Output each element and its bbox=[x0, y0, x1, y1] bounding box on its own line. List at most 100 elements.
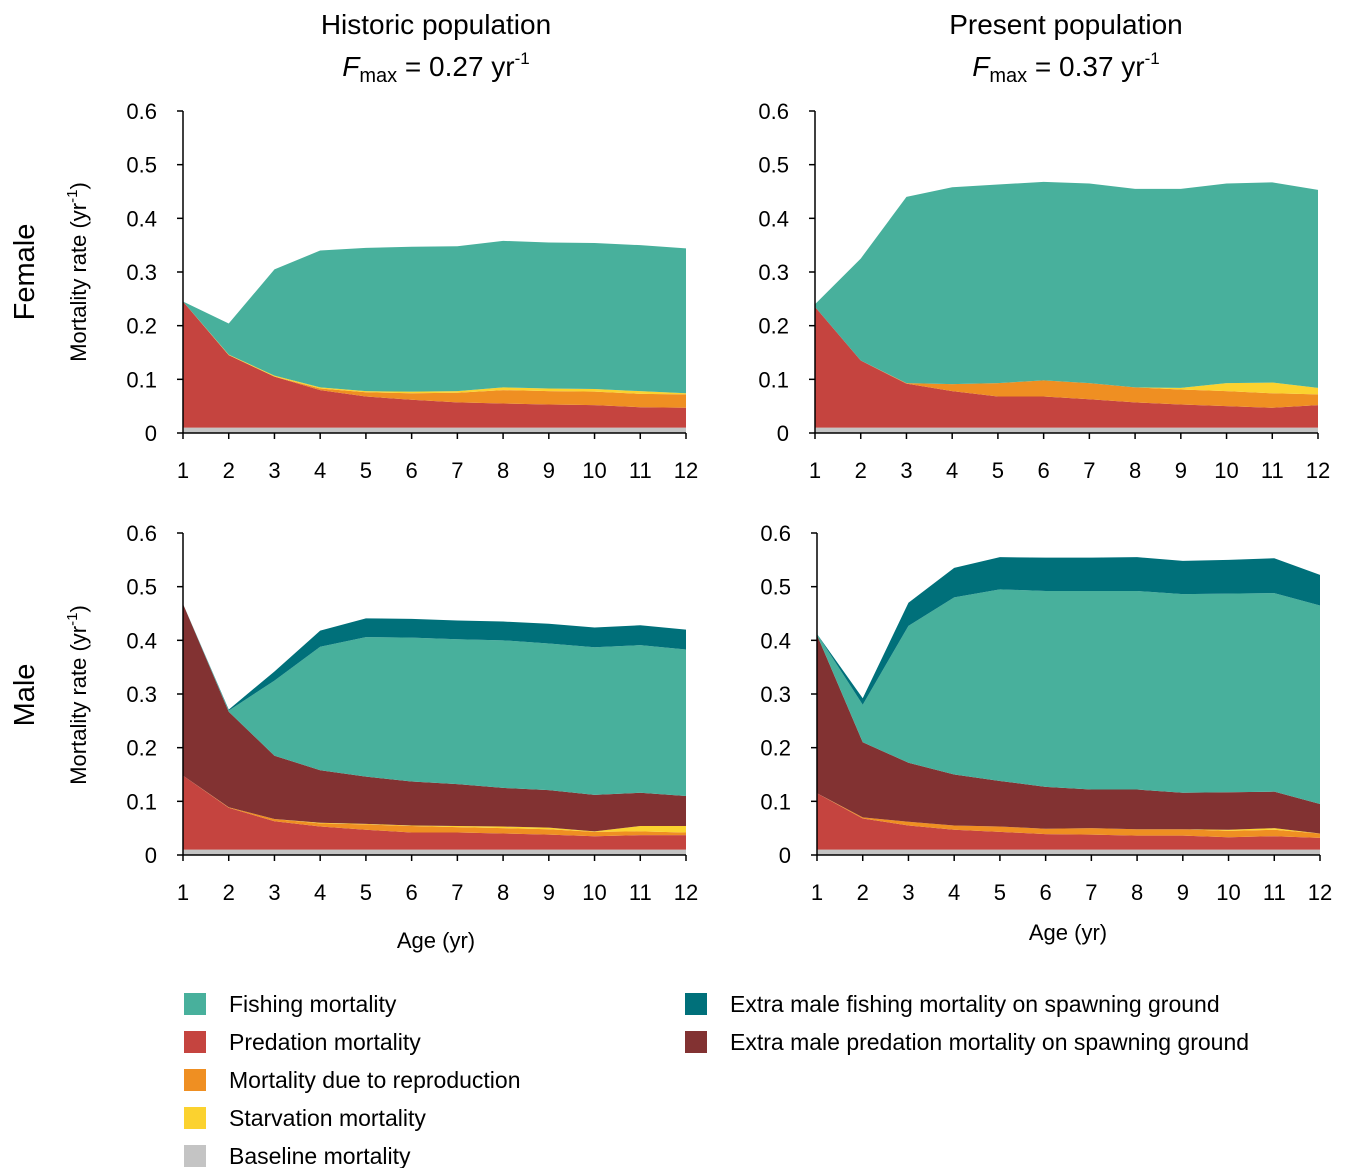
legend: Fishing mortality Predation mortality Mort… bbox=[184, 991, 1249, 1168]
x-tick-label: 6 bbox=[406, 458, 418, 483]
x-tick-label: 11 bbox=[1263, 880, 1286, 905]
y-tick-label: 0.5 bbox=[126, 575, 157, 600]
area-extra-male-fishing-mortality-on-spawning-ground bbox=[183, 603, 686, 711]
x-axis-label-historic: Age (yr) bbox=[397, 928, 475, 953]
x-tick-label: 5 bbox=[992, 458, 1004, 483]
y-tick-label: 0.4 bbox=[126, 628, 157, 653]
legend-swatch-predation-mortality bbox=[184, 1031, 206, 1053]
x-tick-label: 3 bbox=[900, 458, 912, 483]
legend-swatch-extra-male-fishing-mortality-on-spawning-ground bbox=[685, 993, 707, 1015]
x-tick-label: 9 bbox=[1175, 458, 1187, 483]
y-tick-label: 0.3 bbox=[758, 260, 789, 285]
x-tick-label: 3 bbox=[268, 458, 280, 483]
x-tick-label: 4 bbox=[946, 458, 958, 483]
area-fishing-mortality bbox=[183, 603, 686, 796]
area-baseline-mortality bbox=[183, 849, 686, 855]
area-predation-mortality bbox=[817, 793, 1320, 850]
x-tick-label: 3 bbox=[902, 880, 914, 905]
area-baseline-mortality bbox=[815, 427, 1318, 433]
y-tick-label: 0.2 bbox=[760, 736, 791, 761]
area-extra-male-fishing-mortality-on-spawning-ground bbox=[817, 557, 1320, 705]
x-tick-label: 10 bbox=[1214, 458, 1238, 483]
x-tick-label: 8 bbox=[497, 458, 509, 483]
area-extra-male-predation-mortality-on-spawning-ground bbox=[817, 634, 1320, 834]
x-tick-label: 3 bbox=[268, 880, 280, 905]
x-tick-label: 6 bbox=[1038, 458, 1050, 483]
y-tick-label: 0.2 bbox=[758, 314, 789, 339]
area-starvation-mortality bbox=[817, 793, 1320, 834]
x-tick-label: 1 bbox=[811, 880, 823, 905]
y-tick-label: 0.3 bbox=[126, 260, 157, 285]
legend-swatch-extra-male-predation-mortality-on-spawning-ground bbox=[685, 1031, 707, 1053]
y-tick-label: 0.6 bbox=[126, 99, 157, 124]
x-tick-label: 7 bbox=[451, 458, 463, 483]
x-tick-label: 5 bbox=[994, 880, 1006, 905]
area-baseline-mortality bbox=[817, 849, 1320, 855]
column-title-historic: Historic population bbox=[321, 9, 551, 40]
legend-label-predation-mortality: Predation mortality bbox=[229, 1029, 421, 1055]
area-fishing-mortality bbox=[183, 240, 686, 394]
x-tick-label: 4 bbox=[948, 880, 960, 905]
panel-historic-male: 00.10.20.30.40.50.61 2 3 4 5 6 7 8 9 10 11 12 bbox=[126, 521, 698, 905]
x-tick-label: 12 bbox=[1308, 880, 1332, 905]
y-tick-label: 0.3 bbox=[126, 682, 157, 707]
x-tick-label: 9 bbox=[1177, 880, 1189, 905]
y-tick-label: 0.3 bbox=[760, 682, 791, 707]
x-tick-label: 2 bbox=[223, 458, 235, 483]
panel-present-male: 00.10.20.30.40.50.61 2 3 4 5 6 7 8 9 10 11 12 bbox=[760, 521, 1332, 905]
area-fishing-mortality bbox=[815, 181, 1318, 388]
legend-swatch-fishing-mortality bbox=[184, 993, 206, 1015]
legend-label-baseline-mortality: Baseline mortality bbox=[229, 1143, 411, 1168]
area-predation-mortality bbox=[815, 306, 1318, 428]
y-axis-label-male: Mortality rate (yr-1) bbox=[64, 605, 91, 785]
x-tick-label: 8 bbox=[1131, 880, 1143, 905]
x-tick-label: 10 bbox=[582, 458, 606, 483]
area-mortality-due-to-reproduction bbox=[183, 301, 686, 408]
x-tick-label: 2 bbox=[857, 880, 869, 905]
y-tick-label: 0.2 bbox=[126, 314, 157, 339]
legend-swatch-baseline-mortality bbox=[184, 1145, 206, 1167]
x-tick-label: 12 bbox=[674, 880, 698, 905]
x-tick-label: 8 bbox=[1129, 458, 1141, 483]
x-tick-label: 11 bbox=[629, 880, 652, 905]
y-tick-label: 0.5 bbox=[760, 575, 791, 600]
area-fishing-mortality bbox=[817, 589, 1320, 805]
y-tick-label: 0.4 bbox=[760, 628, 791, 653]
y-tick-label: 0.1 bbox=[126, 367, 157, 392]
x-tick-label: 10 bbox=[1216, 880, 1240, 905]
y-tick-label: 0.5 bbox=[758, 153, 789, 178]
x-tick-label: 7 bbox=[451, 880, 463, 905]
y-tick-label: 0.6 bbox=[760, 521, 791, 546]
fmax-label-present: Fmax = 0.37 yr-1 bbox=[972, 49, 1160, 87]
y-tick-label: 0.6 bbox=[758, 99, 789, 124]
x-tick-label: 5 bbox=[360, 458, 372, 483]
area-predation-mortality bbox=[183, 301, 686, 428]
area-predation-mortality bbox=[183, 775, 686, 850]
column-title-present: Present population bbox=[949, 9, 1183, 40]
area-extra-male-predation-mortality-on-spawning-ground bbox=[183, 603, 686, 832]
x-tick-label: 6 bbox=[1040, 880, 1052, 905]
x-tick-label: 10 bbox=[582, 880, 606, 905]
y-axis-label-female: Mortality rate (yr-1) bbox=[64, 182, 91, 362]
legend-swatch-mortality-due-to-reproduction bbox=[184, 1069, 206, 1091]
x-tick-label: 4 bbox=[314, 458, 326, 483]
x-tick-label: 12 bbox=[674, 458, 698, 483]
x-tick-label: 1 bbox=[177, 880, 189, 905]
y-tick-label: 0.4 bbox=[758, 206, 789, 231]
y-tick-label: 0 bbox=[145, 421, 157, 446]
row-title-female: Female bbox=[9, 224, 41, 321]
legend-label-extra-male-predation-mortality-on-spawning-ground: Extra male predation mortality on spawni… bbox=[730, 1029, 1249, 1055]
x-tick-label: 7 bbox=[1083, 458, 1095, 483]
legend-label-starvation-mortality: Starvation mortality bbox=[229, 1105, 426, 1131]
y-tick-label: 0.2 bbox=[126, 736, 157, 761]
legend-swatch-starvation-mortality bbox=[184, 1107, 206, 1129]
x-tick-label: 2 bbox=[855, 458, 867, 483]
area-mortality-due-to-reproduction bbox=[817, 793, 1320, 838]
x-tick-label: 8 bbox=[497, 880, 509, 905]
y-tick-label: 0 bbox=[779, 843, 791, 868]
x-tick-label: 5 bbox=[360, 880, 372, 905]
x-tick-label: 9 bbox=[543, 880, 555, 905]
area-baseline-mortality bbox=[183, 427, 686, 433]
fmax-label-historic: Fmax = 0.27 yr-1 bbox=[342, 49, 530, 87]
